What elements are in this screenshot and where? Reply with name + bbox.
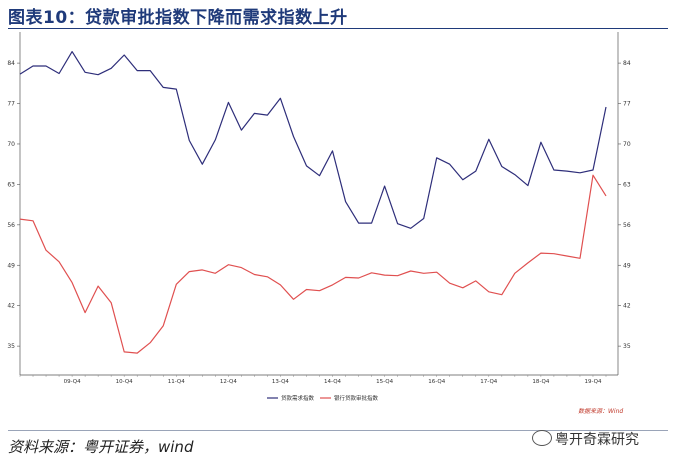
- y-tick-label-right: 70: [623, 141, 631, 148]
- footer-divider: [8, 430, 668, 431]
- series-line-1: [19, 50, 607, 229]
- y-tick-label-left: 42: [7, 303, 15, 310]
- legend-label-2: 银行贷款审批指数: [334, 394, 379, 402]
- y-tick-label-left: 70: [7, 141, 15, 148]
- figure-title: 图表10：贷款审批指数下降而需求指数上升: [8, 8, 348, 28]
- x-tick-label: 11-Q4: [168, 379, 186, 385]
- wechat-icon: [532, 430, 552, 446]
- x-tick-label: 18-Q4: [532, 379, 550, 385]
- y-tick-label-right: 77: [623, 101, 631, 108]
- y-tick-label-left: 56: [7, 222, 15, 229]
- line-chart: 35 35 42 42 49 49 56 56 63 63 70 70 77 77 84 84 09-Q4 10-…: [7, 32, 631, 415]
- title-divider: [8, 28, 668, 29]
- watermark: 粤开奇霖研究: [532, 429, 639, 449]
- source-note: 资料来源：粤开证券，wind: [8, 438, 194, 456]
- chart-axes: 35 35 42 42 49 49 56 56 63 63 70 70 77 77 84 84 09-Q4 10-…: [7, 32, 631, 385]
- chart-source-note: 数据来源：Wind: [578, 407, 623, 415]
- y-tick-label-right: 49: [623, 262, 631, 269]
- x-tick-label: 12-Q4: [220, 379, 238, 385]
- x-tick-label: 14-Q4: [324, 379, 342, 385]
- y-tick-label-right: 35: [623, 343, 631, 350]
- y-tick-label-right: 42: [623, 303, 631, 310]
- y-tick-label-right: 63: [623, 181, 631, 188]
- series-line-2: [19, 174, 607, 354]
- x-tick-label: 16-Q4: [428, 379, 446, 385]
- x-tick-label: 17-Q4: [480, 379, 498, 385]
- y-tick-label-left: 35: [7, 343, 15, 350]
- x-tick-label: 09-Q4: [64, 379, 82, 385]
- y-tick-label-left: 63: [7, 181, 15, 188]
- y-tick-label-left: 49: [7, 262, 15, 269]
- y-tick-label-right: 84: [623, 60, 631, 67]
- x-tick-label: 19-Q4: [584, 379, 602, 385]
- y-tick-label-left: 77: [7, 101, 15, 108]
- y-tick-label-right: 56: [623, 222, 631, 229]
- x-tick-label: 10-Q4: [116, 379, 134, 385]
- x-tick-label: 13-Q4: [272, 379, 290, 385]
- chart-series: [19, 50, 607, 354]
- chart-legend: 贷款需求指数 银行贷款审批指数: [267, 394, 379, 402]
- watermark-label: 粤开奇霖研究: [555, 432, 639, 448]
- legend-label-1: 贷款需求指数: [281, 394, 315, 402]
- y-tick-label-left: 84: [7, 60, 15, 67]
- x-tick-label: 15-Q4: [376, 379, 394, 385]
